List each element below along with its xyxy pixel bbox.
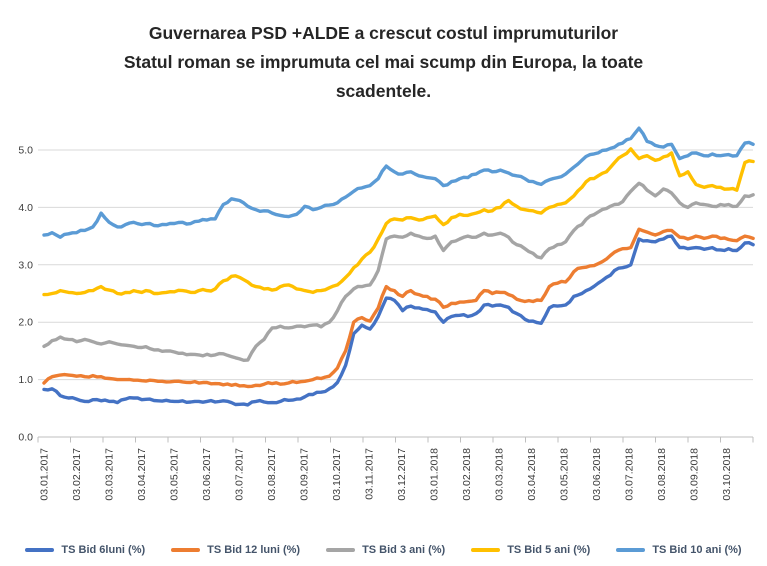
- legend-label: TS Bid 3 ani (%): [362, 544, 446, 556]
- x-tick-label: 03.06.2018: [591, 448, 603, 501]
- x-tick-label: 03.08.2017: [266, 448, 278, 501]
- legend-line-swatch-icon: [616, 548, 646, 552]
- legend-line-swatch-icon: [471, 548, 501, 552]
- series-line-ts-bid-5-ani: [42, 147, 755, 297]
- x-tick-label: 03.08.2018: [656, 448, 668, 501]
- x-tick-label: 03.10.2017: [331, 448, 343, 501]
- chart-title-line-1: Guvernarea PSD +ALDE a crescut costul im…: [148, 23, 619, 43]
- x-tick-label: 03.07.2017: [234, 448, 246, 501]
- legend-line-swatch-icon: [326, 548, 356, 552]
- x-tick-label: 03.12.2017: [396, 448, 408, 501]
- x-tick-label: 03.07.2018: [624, 448, 636, 501]
- legend-label: TS Bid 6luni (%): [61, 544, 146, 556]
- chart-title: Guvernarea PSD +ALDE a crescut costul im…: [20, 19, 747, 106]
- legend-label: TS Bid 10 ani (%): [652, 544, 742, 556]
- legend-label: TS Bid 5 ani (%): [507, 544, 591, 556]
- y-tick-label: 5.0: [18, 145, 33, 157]
- x-tick-label: 03.05.2017: [169, 448, 181, 501]
- series-line-ts-bid-6luni: [42, 234, 755, 407]
- x-tick-label: 03.01.2018: [429, 448, 441, 501]
- legend-item-ts-bid-5-ani: TS Bid 5 ani (%): [471, 544, 590, 556]
- x-tick-label: 03.01.2017: [39, 448, 51, 501]
- x-tick-label: 03.04.2018: [526, 448, 538, 501]
- legend-item-ts-bid-3-ani: TS Bid 3 ani (%): [326, 544, 445, 556]
- legend-item-ts-bid-6luni: TS Bid 6luni (%): [25, 544, 145, 556]
- chart-title-line-3: scadentele.: [335, 81, 432, 101]
- chart-legend: TS Bid 6luni (%) TS Bid 12 luni (%) TS Bid…: [0, 544, 767, 556]
- x-tick-label: 03.03.2018: [494, 448, 506, 501]
- legend-item-ts-bid-10-ani: TS Bid 10 ani (%): [616, 544, 742, 556]
- x-tick-label: 03.11.2017: [364, 448, 376, 500]
- y-tick-label: 2.0: [18, 317, 33, 329]
- series-line-ts-bid-3-ani: [42, 181, 755, 362]
- y-tick-label: 0.0: [18, 432, 33, 444]
- x-tick-label: 03.03.2017: [104, 448, 116, 501]
- series-line-ts-bid-10-ani: [42, 126, 755, 239]
- chart-title-line-2: Statul roman se imprumuta cel mai scump …: [123, 52, 644, 72]
- x-tick-label: 03.09.2018: [689, 448, 701, 501]
- x-tick-label: 03.06.2017: [201, 448, 213, 501]
- legend-line-swatch-icon: [171, 548, 201, 552]
- x-tick-label: 03.10.2018: [721, 448, 733, 501]
- x-tick-label: 03.02.2018: [461, 448, 473, 501]
- y-tick-label: 3.0: [18, 259, 33, 271]
- legend-line-swatch-icon: [25, 548, 55, 552]
- x-tick-label: 03.05.2018: [559, 448, 571, 501]
- legend-item-ts-bid-12-luni: TS Bid 12 luni (%): [171, 544, 300, 556]
- legend-label: TS Bid 12 luni (%): [207, 544, 301, 556]
- series-line-ts-bid-12-luni: [42, 227, 755, 389]
- y-tick-label: 1.0: [18, 374, 33, 386]
- x-tick-label: 03.02.2017: [71, 448, 83, 501]
- y-tick-label: 4.0: [18, 202, 33, 214]
- x-tick-label: 03.04.2017: [136, 448, 148, 501]
- x-tick-label: 03.09.2017: [299, 448, 311, 501]
